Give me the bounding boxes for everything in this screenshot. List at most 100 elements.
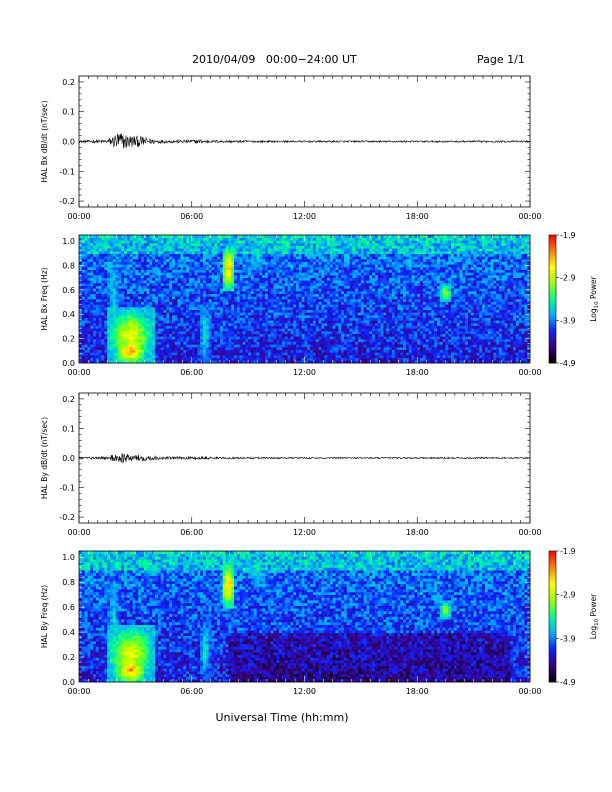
spectrogram-cell: [324, 344, 328, 348]
spectrogram-cell: [101, 240, 105, 244]
spectrogram-cell: [296, 360, 300, 364]
spectrogram-cell: [276, 269, 280, 273]
spectrogram-cell: [194, 336, 198, 340]
spectrogram-cell: [298, 325, 302, 329]
spectrogram-cell: [132, 293, 136, 297]
spectrogram-cell: [321, 267, 325, 270]
spectrogram-cell: [343, 333, 348, 337]
spectrogram-cell: [253, 243, 257, 246]
spectrogram-cell: [95, 285, 100, 289]
spectrogram-cell: [186, 261, 190, 265]
spectrogram-cell: [169, 357, 173, 361]
spectrogram-cell: [211, 320, 215, 324]
spectrogram-cell: [166, 280, 170, 284]
x-tick-label: 00:00: [67, 212, 90, 221]
spectrogram-cell: [149, 299, 153, 302]
spectrogram-cell: [81, 349, 85, 353]
spectrogram-cell: [87, 301, 91, 305]
spectrogram-cell: [298, 328, 302, 332]
spectrogram-cell: [197, 251, 201, 254]
spectrogram-cell: [360, 293, 364, 297]
spectrogram-cell: [276, 240, 280, 244]
spectrogram-cell: [110, 277, 114, 281]
spectrogram-cell: [177, 320, 181, 324]
spectrogram-cell: [138, 317, 142, 321]
spectrogram-cell: [281, 283, 286, 286]
spectrogram-cell: [248, 352, 252, 356]
spectrogram-cell: [141, 360, 145, 364]
spectrogram-cell: [104, 352, 108, 356]
spectrogram-cell: [284, 296, 288, 300]
spectrogram-cell: [293, 328, 297, 332]
spectrogram-cell: [262, 264, 266, 268]
spectrogram-cell: [188, 285, 193, 289]
spectrogram-cell: [101, 325, 105, 329]
spectrogram-cell: [228, 264, 232, 268]
spectrogram-cell: [90, 275, 94, 278]
spectrogram-cell: [194, 285, 198, 289]
spectrogram-cell: [310, 347, 314, 350]
spectrogram-cell: [341, 277, 345, 281]
spectrogram-cell: [208, 344, 212, 348]
spectrogram-cell: [95, 288, 100, 292]
spectrogram-cell: [307, 245, 311, 249]
spectrogram-cell: [79, 277, 83, 281]
spectrogram-cell: [95, 243, 100, 246]
spectrogram-cell: [281, 275, 286, 278]
spectrogram-cell: [79, 336, 83, 340]
spectrogram-cell: [358, 285, 362, 289]
spectrogram-cell: [177, 288, 181, 292]
spectrogram-cell: [304, 333, 308, 337]
spectrogram-cell: [81, 360, 85, 364]
spectrogram-cell: [236, 344, 240, 348]
spectrogram-cell: [180, 280, 184, 284]
spectrogram-cell: [90, 333, 94, 337]
spectrogram-cell: [194, 323, 198, 326]
spectrogram-cell: [143, 349, 147, 353]
spectrogram-cell: [110, 341, 114, 345]
spectrogram-cell: [157, 315, 162, 318]
spectrogram-cell: [228, 245, 232, 249]
spectrogram-cell: [107, 309, 111, 313]
spectrogram-cell: [84, 256, 88, 260]
spectrogram-cell: [267, 360, 271, 364]
spectrogram-cell: [129, 243, 133, 246]
spectrogram-cell: [315, 291, 319, 294]
spectrogram-cell: [341, 331, 345, 334]
spectrogram-cell: [107, 243, 111, 246]
spectrogram-cell: [352, 299, 356, 302]
spectrogram-cell: [174, 301, 178, 305]
spectrogram-cell: [276, 331, 280, 334]
spectrogram-cell: [358, 291, 362, 294]
spectrogram-cell: [129, 299, 133, 302]
spectrogram-cell: [203, 320, 207, 324]
spectrogram-cell: [205, 323, 209, 326]
spectrogram-cell: [115, 235, 119, 238]
spectrogram-cell: [329, 272, 333, 276]
spectrogram-cell: [129, 256, 133, 260]
spectrogram-cell: [90, 267, 94, 270]
spectrogram-cell: [98, 325, 102, 329]
spectrogram-cell: [146, 304, 150, 308]
spectrogram-cell: [219, 275, 224, 278]
spectrogram-cell: [293, 261, 297, 265]
spectrogram-cell: [163, 357, 167, 361]
spectrogram-cell: [335, 267, 339, 270]
spectrogram-cell: [236, 277, 240, 281]
spectrogram-cell: [186, 280, 190, 284]
spectrogram-cell: [343, 267, 348, 270]
spectrogram-cell: [276, 272, 280, 276]
spectrogram-cell: [98, 344, 102, 348]
spectrogram-cell: [87, 331, 91, 334]
spectrogram-cell: [174, 323, 178, 326]
spectrogram-cell: [214, 261, 218, 265]
spectrogram-cell: [250, 288, 255, 292]
spectrogram-cell: [124, 320, 128, 324]
spectrogram-cell: [329, 323, 333, 326]
spectrogram-cell: [236, 283, 240, 286]
spectrogram-cell: [239, 240, 243, 244]
spectrogram-cell: [355, 331, 359, 334]
spectrogram-cell: [112, 245, 116, 249]
spectrogram-cell: [95, 325, 100, 329]
spectrogram-cell: [245, 328, 249, 332]
